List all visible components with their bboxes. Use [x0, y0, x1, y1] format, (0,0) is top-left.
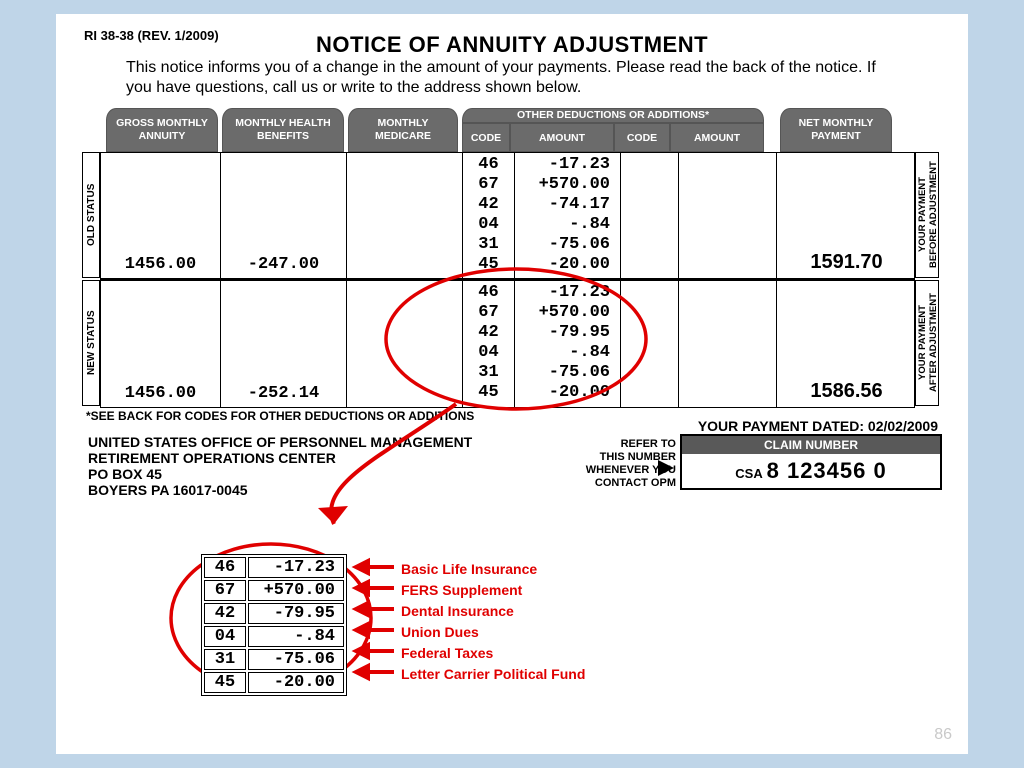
subheader-amount2: AMOUNT	[670, 123, 764, 152]
old-health: -247.00	[221, 255, 346, 274]
header-other: OTHER DEDUCTIONS OR ADDITIONS*	[462, 108, 764, 123]
payment-dated: YOUR PAYMENT DATED: 02/02/2009	[698, 418, 938, 434]
footnote: *SEE BACK FOR CODES FOR OTHER DEDUCTIONS…	[86, 409, 474, 423]
new-deduction-amounts: -17.23+570.00-79.95-.84-75.06-20.00	[515, 283, 620, 403]
new-health: -252.14	[221, 384, 346, 403]
subheader-amount1: AMOUNT	[510, 123, 614, 152]
document-sheet: RI 38-38 (REV. 1/2009) NOTICE OF ANNUITY…	[56, 14, 968, 754]
claim-number-label: CLAIM NUMBER	[682, 436, 940, 454]
old-gross: 1456.00	[101, 255, 220, 274]
header-medicare: MONTHLYMEDICARE	[348, 108, 458, 152]
old-deduction-amounts: -17.23+570.00-74.17-.84-75.06-20.00	[515, 155, 620, 275]
header-net: NET MONTHLYPAYMENT	[780, 108, 892, 152]
subheader-code2: CODE	[614, 123, 670, 152]
label-before-adjustment: YOUR PAYMENTBEFORE ADJUSTMENT	[915, 152, 939, 278]
label-after-adjustment: YOUR PAYMENTAFTER ADJUSTMENT	[915, 280, 939, 406]
new-net: 1586.56	[777, 380, 916, 403]
row-old-status: 1456.00 -247.00 466742043145 -17.23+570.…	[100, 152, 915, 280]
refer-text: REFER TOTHIS NUMBERWHENEVER YOUCONTACT O…	[536, 438, 676, 490]
new-deduction-codes: 466742043145	[463, 283, 514, 403]
new-gross: 1456.00	[101, 384, 220, 403]
document-title: NOTICE OF ANNUITY ADJUSTMENT	[56, 32, 968, 58]
old-deduction-codes: 466742043145	[463, 155, 514, 275]
old-net: 1591.70	[777, 251, 916, 274]
table-header-band: GROSS MONTHLYANNUITY MONTHLY HEALTHBENEF…	[82, 108, 942, 154]
claim-number-box: CLAIM NUMBER CSA 8 123456 0	[680, 434, 942, 490]
header-gross: GROSS MONTHLYANNUITY	[106, 108, 218, 152]
claim-number-value: CSA 8 123456 0	[682, 454, 940, 488]
deductions-zoom-table: 46-17.2367+570.0042-79.9504-.8431-75.064…	[201, 554, 347, 696]
subheader-code1: CODE	[462, 123, 510, 152]
deduction-code-labels: Basic Life InsuranceFERS SupplementDenta…	[401, 559, 585, 685]
page-number: 86	[934, 726, 952, 744]
agency-address: UNITED STATES OFFICE OF PERSONNEL MANAGE…	[88, 434, 472, 498]
label-new-status: NEW STATUS	[82, 280, 100, 406]
label-old-status: OLD STATUS	[82, 152, 100, 278]
header-health: MONTHLY HEALTHBENEFITS	[222, 108, 344, 152]
row-new-status: 1456.00 -252.14 466742043145 -17.23+570.…	[100, 280, 915, 408]
intro-paragraph: This notice informs you of a change in t…	[126, 58, 896, 98]
